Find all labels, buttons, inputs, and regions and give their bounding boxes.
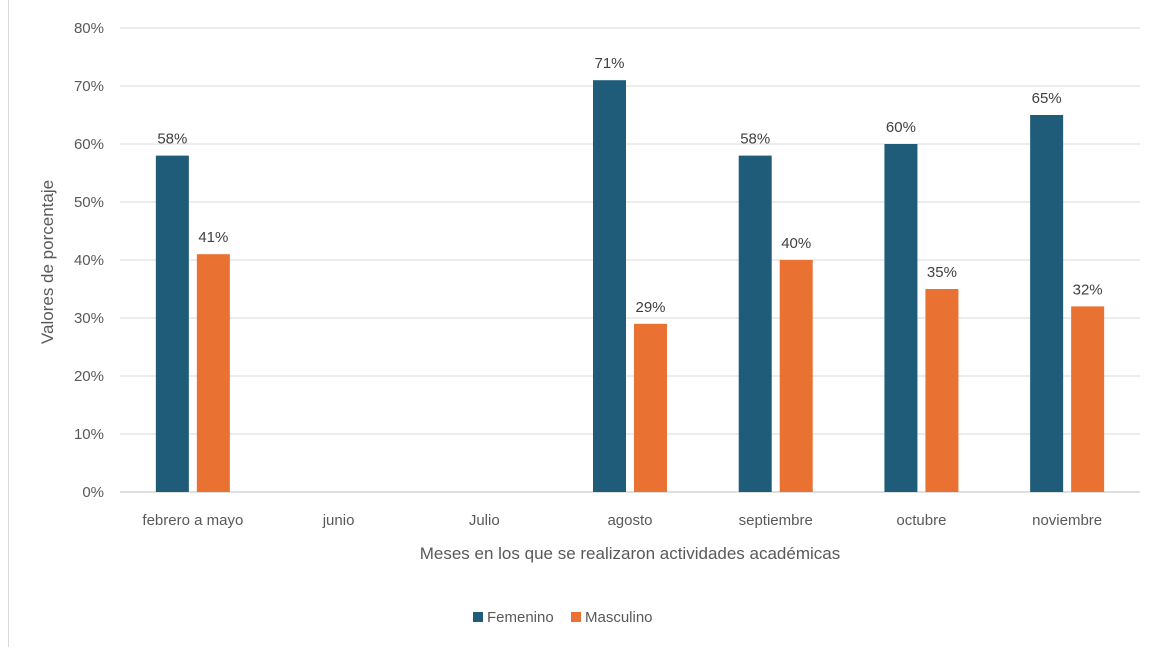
x-axis-title: Meses en los que se realizaron actividad… bbox=[420, 544, 841, 563]
x-tick-label: octubre bbox=[896, 512, 946, 529]
x-axis-ticks: febrero a mayo junio Julio agosto septiembre… bbox=[142, 512, 1102, 529]
bar-masculino bbox=[634, 323, 667, 492]
y-tick-label: 80% bbox=[74, 20, 104, 37]
bar-femenino bbox=[593, 80, 626, 492]
x-tick-label: septiembre bbox=[739, 512, 813, 529]
legend-swatch bbox=[571, 612, 581, 622]
y-tick-label: 20% bbox=[74, 368, 104, 385]
bar-masculino bbox=[196, 254, 230, 492]
y-tick-label: 50% bbox=[74, 194, 104, 211]
left-divider bbox=[8, 0, 9, 647]
data-labels: 58% 41% 71% 29% 58% 40% 60% 35% 65% 32% bbox=[157, 55, 1102, 316]
data-label: 40% bbox=[781, 235, 811, 252]
data-label: 32% bbox=[1073, 281, 1103, 298]
legend-label: Femenino bbox=[487, 609, 554, 626]
bar-femenino bbox=[884, 144, 918, 492]
data-label: 65% bbox=[1032, 90, 1062, 107]
y-tick-label: 10% bbox=[74, 426, 104, 443]
x-tick-label: Julio bbox=[469, 512, 500, 529]
bars bbox=[155, 80, 1105, 492]
y-tick-label: 60% bbox=[74, 136, 104, 153]
data-label: 35% bbox=[927, 264, 957, 281]
x-tick-label: agosto bbox=[607, 512, 652, 529]
y-tick-label: 0% bbox=[82, 484, 104, 501]
bar-femenino bbox=[1030, 115, 1064, 492]
x-tick-label: febrero a mayo bbox=[142, 512, 243, 529]
y-tick-label: 40% bbox=[74, 252, 104, 269]
y-tick-label: 30% bbox=[74, 310, 104, 327]
data-label: 58% bbox=[740, 131, 770, 148]
data-label: 60% bbox=[886, 119, 916, 136]
x-tick-label: noviembre bbox=[1032, 512, 1102, 529]
gridlines bbox=[120, 27, 1140, 493]
y-axis-ticks: 0% 10% 20% 30% 40% 50% 60% 70% 80% bbox=[74, 20, 104, 501]
bar-masculino bbox=[779, 260, 813, 492]
legend: Femenino Masculino bbox=[473, 609, 653, 626]
bar-femenino bbox=[738, 155, 772, 492]
data-label: 29% bbox=[635, 299, 665, 316]
data-label: 41% bbox=[198, 229, 228, 246]
legend-label: Masculino bbox=[585, 609, 653, 626]
bar-masculino bbox=[925, 289, 959, 492]
bar-femenino bbox=[155, 155, 189, 492]
x-tick-label: junio bbox=[322, 512, 355, 529]
data-label: 58% bbox=[157, 131, 187, 148]
y-axis-title: Valores de porcentaje bbox=[38, 180, 57, 344]
legend-swatch bbox=[473, 612, 483, 622]
y-tick-label: 70% bbox=[74, 78, 104, 95]
data-label: 71% bbox=[594, 55, 624, 72]
bar-masculino bbox=[1071, 306, 1105, 492]
